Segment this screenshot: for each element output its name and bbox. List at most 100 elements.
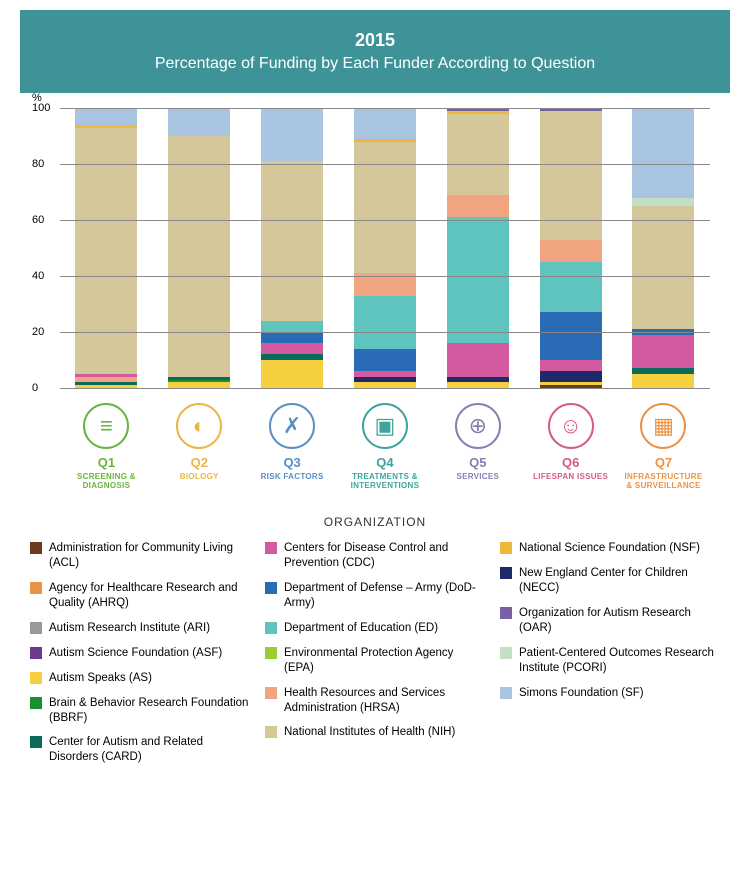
legend-label: Administration for Community Living (ACL… <box>49 541 250 571</box>
category-q: Q5 <box>435 455 520 470</box>
bar-segment <box>540 371 602 382</box>
y-tick: 100 <box>32 102 50 114</box>
legend-item: Department of Defense – Army (DoD-Army) <box>265 581 485 611</box>
legend-item: Centers for Disease Control and Preventi… <box>265 541 485 571</box>
title-year: 2015 <box>40 30 710 51</box>
legend-swatch <box>30 736 42 748</box>
legend-item: Autism Speaks (AS) <box>30 671 250 686</box>
bar-segment <box>447 217 509 343</box>
grid-line <box>60 108 710 109</box>
bar-segment <box>540 262 602 312</box>
category-q: Q2 <box>157 455 242 470</box>
legend-label: Simons Foundation (SF) <box>519 686 644 701</box>
legend-swatch <box>500 687 512 699</box>
y-tick: 20 <box>32 326 44 338</box>
category-label: SCREENING & DIAGNOSIS <box>64 472 149 490</box>
legend-item: New England Center for Children (NECC) <box>500 566 720 596</box>
bar-segment <box>447 114 509 195</box>
legend-label: Department of Education (ED) <box>284 621 438 636</box>
legend-swatch <box>30 697 42 709</box>
category-label: INFRASTRUCTURE & SURVEILLANCE <box>621 472 706 490</box>
category-q: Q6 <box>528 455 613 470</box>
organization-heading: ORGANIZATION <box>0 515 750 529</box>
category-icon: ⊕ <box>455 403 501 449</box>
y-tick: 0 <box>32 382 38 394</box>
bar-segment <box>447 343 509 377</box>
stacked-bar <box>168 108 230 388</box>
legend-label: Autism Research Institute (ARI) <box>49 621 210 636</box>
category-q: Q3 <box>250 455 335 470</box>
category-item: ◐ Q2 BIOLOGY <box>157 403 242 490</box>
legend-label: New England Center for Children (NECC) <box>519 566 720 596</box>
category-icon: ▣ <box>362 403 408 449</box>
categories-row: ≡ Q1 SCREENING & DIAGNOSIS ◐ Q2 BIOLOGY✗ … <box>60 403 710 490</box>
category-label: SERVICES <box>435 472 520 481</box>
category-icon: ▦ <box>640 403 686 449</box>
legend-swatch <box>265 582 277 594</box>
bar-segment <box>540 240 602 262</box>
legend-item: Administration for Community Living (ACL… <box>30 541 250 571</box>
legend-swatch <box>500 567 512 579</box>
title-subtitle: Percentage of Funding by Each Funder Acc… <box>40 55 710 73</box>
legend-item: Patient-Centered Outcomes Research Insti… <box>500 646 720 676</box>
bar-segment <box>354 349 416 371</box>
category-icon: ≡ <box>83 403 129 449</box>
legend-label: Department of Defense – Army (DoD-Army) <box>284 581 485 611</box>
bar-segment <box>540 312 602 360</box>
bar-segment <box>261 108 323 161</box>
category-q: Q1 <box>64 455 149 470</box>
legend-swatch <box>30 582 42 594</box>
bar-segment <box>540 360 602 371</box>
legend-label: Autism Speaks (AS) <box>49 671 152 686</box>
legend-label: Center for Autism and Related Disorders … <box>49 735 250 765</box>
legend-column: Administration for Community Living (ACL… <box>30 541 250 775</box>
category-icon: ◐ <box>176 403 222 449</box>
legend-item: National Institutes of Health (NIH) <box>265 725 485 740</box>
legend-label: National Institutes of Health (NIH) <box>284 725 455 740</box>
category-item: ✗ Q3 RISK FACTORS <box>250 403 335 490</box>
legend-swatch <box>30 672 42 684</box>
legend-column: Centers for Disease Control and Preventi… <box>265 541 485 775</box>
legend-label: Autism Science Foundation (ASF) <box>49 646 222 661</box>
y-tick: 40 <box>32 270 44 282</box>
stacked-bar <box>447 108 509 388</box>
grid-line <box>60 220 710 221</box>
bar-segment <box>354 296 416 349</box>
category-label: LIFESPAN ISSUES <box>528 472 613 481</box>
legend-item: National Science Foundation (NSF) <box>500 541 720 556</box>
bar-segment <box>354 108 416 139</box>
legend-item: Simons Foundation (SF) <box>500 686 720 701</box>
bar-segment <box>168 136 230 377</box>
bar-segment <box>632 198 694 206</box>
legend-swatch <box>265 542 277 554</box>
legend-item: Organization for Autism Research (OAR) <box>500 606 720 636</box>
bar-segment <box>261 321 323 332</box>
grid-line <box>60 332 710 333</box>
bar-segment <box>632 206 694 329</box>
bar-segment <box>632 374 694 388</box>
category-label: RISK FACTORS <box>250 472 335 481</box>
legend: Administration for Community Living (ACL… <box>0 541 750 795</box>
legend-label: Health Resources and Services Administra… <box>284 686 485 716</box>
bar-segment <box>261 332 323 343</box>
grid-line <box>60 164 710 165</box>
bar-segment <box>261 360 323 388</box>
legend-item: Autism Research Institute (ARI) <box>30 621 250 636</box>
legend-swatch <box>265 687 277 699</box>
legend-label: Organization for Autism Research (OAR) <box>519 606 720 636</box>
bar-segment <box>354 142 416 274</box>
stacked-bar <box>540 108 602 388</box>
legend-swatch <box>265 726 277 738</box>
legend-item: Health Resources and Services Administra… <box>265 686 485 716</box>
bar-segment <box>261 161 323 321</box>
category-item: ▣ Q4 TREATMENTS & INTERVENTIONS <box>342 403 427 490</box>
legend-swatch <box>500 647 512 659</box>
category-icon: ✗ <box>269 403 315 449</box>
stacked-bar <box>632 108 694 388</box>
bar-segment <box>261 343 323 354</box>
bar-segment <box>447 195 509 217</box>
legend-label: Centers for Disease Control and Preventi… <box>284 541 485 571</box>
category-q: Q4 <box>342 455 427 470</box>
legend-swatch <box>30 542 42 554</box>
bar-segment <box>75 108 137 125</box>
